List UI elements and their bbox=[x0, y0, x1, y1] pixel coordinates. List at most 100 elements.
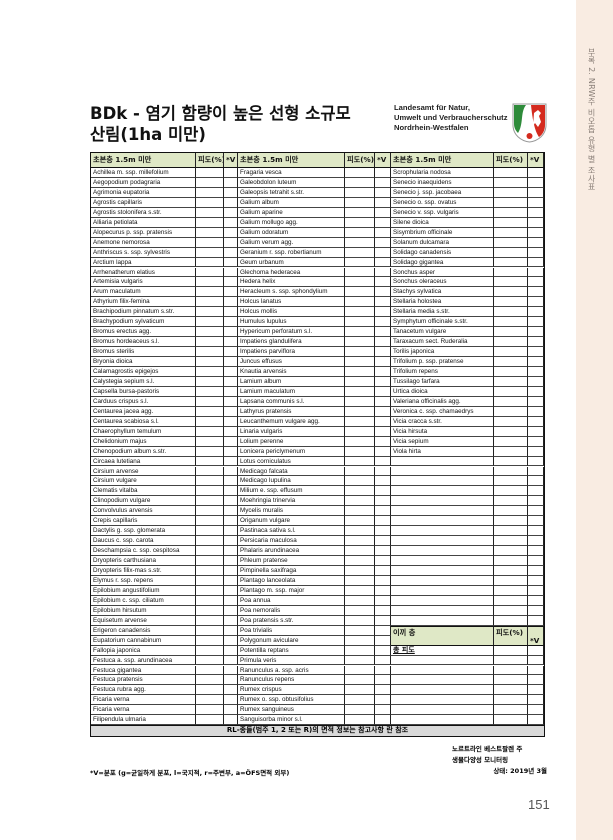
cover-input[interactable] bbox=[345, 217, 375, 228]
cover-input[interactable] bbox=[494, 615, 528, 626]
distribution-input[interactable] bbox=[375, 466, 391, 477]
distribution-input[interactable] bbox=[528, 227, 544, 238]
distribution-input[interactable] bbox=[528, 297, 544, 308]
cover-input[interactable] bbox=[345, 695, 375, 706]
cover-input[interactable] bbox=[196, 267, 224, 278]
distribution-input[interactable] bbox=[375, 376, 391, 387]
cover-input[interactable] bbox=[345, 277, 375, 288]
cover-input[interactable] bbox=[494, 168, 528, 178]
distribution-input[interactable] bbox=[375, 665, 391, 676]
cover-input[interactable] bbox=[494, 297, 528, 308]
distribution-input[interactable] bbox=[224, 585, 238, 596]
distribution-input[interactable] bbox=[375, 486, 391, 497]
cover-input[interactable] bbox=[345, 456, 375, 467]
cover-input[interactable] bbox=[196, 705, 224, 716]
cover-input[interactable] bbox=[196, 357, 224, 367]
cover-input[interactable] bbox=[196, 277, 224, 288]
distribution-input[interactable] bbox=[528, 675, 544, 686]
cover-input[interactable] bbox=[345, 516, 375, 527]
cover-input[interactable] bbox=[345, 496, 375, 507]
distribution-input[interactable] bbox=[528, 416, 544, 427]
cover-input[interactable] bbox=[196, 456, 224, 467]
cover-input[interactable] bbox=[196, 317, 224, 328]
cover-input[interactable] bbox=[196, 168, 224, 178]
cover-input[interactable] bbox=[345, 675, 375, 686]
distribution-input[interactable] bbox=[224, 486, 238, 497]
distribution-input[interactable] bbox=[224, 257, 238, 268]
distribution-input[interactable] bbox=[224, 526, 238, 537]
cover-input[interactable] bbox=[196, 327, 224, 338]
distribution-input[interactable] bbox=[375, 227, 391, 238]
cover-input[interactable] bbox=[494, 556, 528, 566]
distribution-input[interactable] bbox=[224, 566, 238, 576]
cover-input[interactable] bbox=[345, 436, 375, 447]
distribution-input[interactable] bbox=[224, 277, 238, 288]
distribution-input[interactable] bbox=[224, 575, 238, 586]
distribution-input[interactable] bbox=[224, 287, 238, 298]
cover-input[interactable] bbox=[345, 575, 375, 586]
cover-input[interactable] bbox=[345, 177, 375, 188]
distribution-input[interactable] bbox=[375, 357, 391, 367]
distribution-input[interactable] bbox=[528, 217, 544, 228]
distribution-input[interactable] bbox=[224, 426, 238, 437]
cover-input[interactable] bbox=[196, 595, 224, 606]
cover-input[interactable] bbox=[196, 715, 224, 726]
distribution-input[interactable] bbox=[224, 496, 238, 507]
distribution-input[interactable] bbox=[528, 456, 544, 467]
distribution-input[interactable] bbox=[375, 685, 391, 696]
cover-input[interactable] bbox=[345, 406, 375, 417]
distribution-input[interactable] bbox=[224, 556, 238, 566]
distribution-input[interactable] bbox=[528, 526, 544, 537]
distribution-input[interactable] bbox=[375, 705, 391, 716]
distribution-input[interactable] bbox=[375, 595, 391, 606]
cover-input[interactable] bbox=[345, 257, 375, 268]
distribution-input[interactable] bbox=[375, 655, 391, 666]
cover-input[interactable] bbox=[196, 396, 224, 407]
distribution-input[interactable] bbox=[528, 237, 544, 248]
cover-input[interactable] bbox=[345, 416, 375, 427]
distribution-input[interactable] bbox=[224, 406, 238, 417]
cover-input[interactable] bbox=[494, 227, 528, 238]
distribution-input[interactable] bbox=[528, 705, 544, 716]
distribution-input[interactable] bbox=[375, 287, 391, 298]
cover-input[interactable] bbox=[196, 207, 224, 218]
distribution-input[interactable] bbox=[224, 715, 238, 726]
cover-input[interactable] bbox=[345, 267, 375, 278]
cover-input[interactable] bbox=[196, 257, 224, 268]
distribution-input[interactable] bbox=[224, 705, 238, 716]
distribution-input[interactable] bbox=[528, 367, 544, 377]
cover-input[interactable] bbox=[494, 536, 528, 547]
distribution-input[interactable] bbox=[224, 187, 238, 198]
distribution-input[interactable] bbox=[224, 337, 238, 348]
distribution-input[interactable] bbox=[224, 317, 238, 328]
distribution-input[interactable] bbox=[224, 436, 238, 447]
distribution-input[interactable] bbox=[375, 556, 391, 566]
distribution-input[interactable] bbox=[224, 307, 238, 318]
distribution-input[interactable] bbox=[528, 556, 544, 566]
distribution-input[interactable] bbox=[224, 625, 238, 636]
distribution-input[interactable] bbox=[375, 566, 391, 576]
cover-input[interactable] bbox=[196, 665, 224, 676]
cover-input[interactable] bbox=[196, 416, 224, 427]
cover-input[interactable] bbox=[345, 625, 375, 636]
cover-input[interactable] bbox=[494, 665, 528, 676]
distribution-input[interactable] bbox=[528, 615, 544, 626]
cover-input[interactable] bbox=[345, 645, 375, 656]
distribution-input[interactable] bbox=[528, 436, 544, 447]
cover-input[interactable] bbox=[196, 247, 224, 258]
cover-input[interactable] bbox=[196, 506, 224, 517]
cover-input[interactable] bbox=[494, 197, 528, 208]
cover-input[interactable] bbox=[345, 585, 375, 596]
distribution-input[interactable] bbox=[224, 177, 238, 188]
distribution-input[interactable] bbox=[528, 337, 544, 348]
distribution-input[interactable] bbox=[375, 247, 391, 258]
distribution-input[interactable] bbox=[528, 595, 544, 606]
cover-input[interactable] bbox=[494, 436, 528, 447]
cover-input[interactable] bbox=[345, 536, 375, 547]
distribution-input[interactable] bbox=[528, 396, 544, 407]
cover-input[interactable] bbox=[494, 476, 528, 487]
cover-input[interactable] bbox=[345, 615, 375, 626]
distribution-input[interactable] bbox=[224, 466, 238, 477]
distribution-input[interactable] bbox=[224, 168, 238, 178]
distribution-input[interactable] bbox=[528, 546, 544, 557]
